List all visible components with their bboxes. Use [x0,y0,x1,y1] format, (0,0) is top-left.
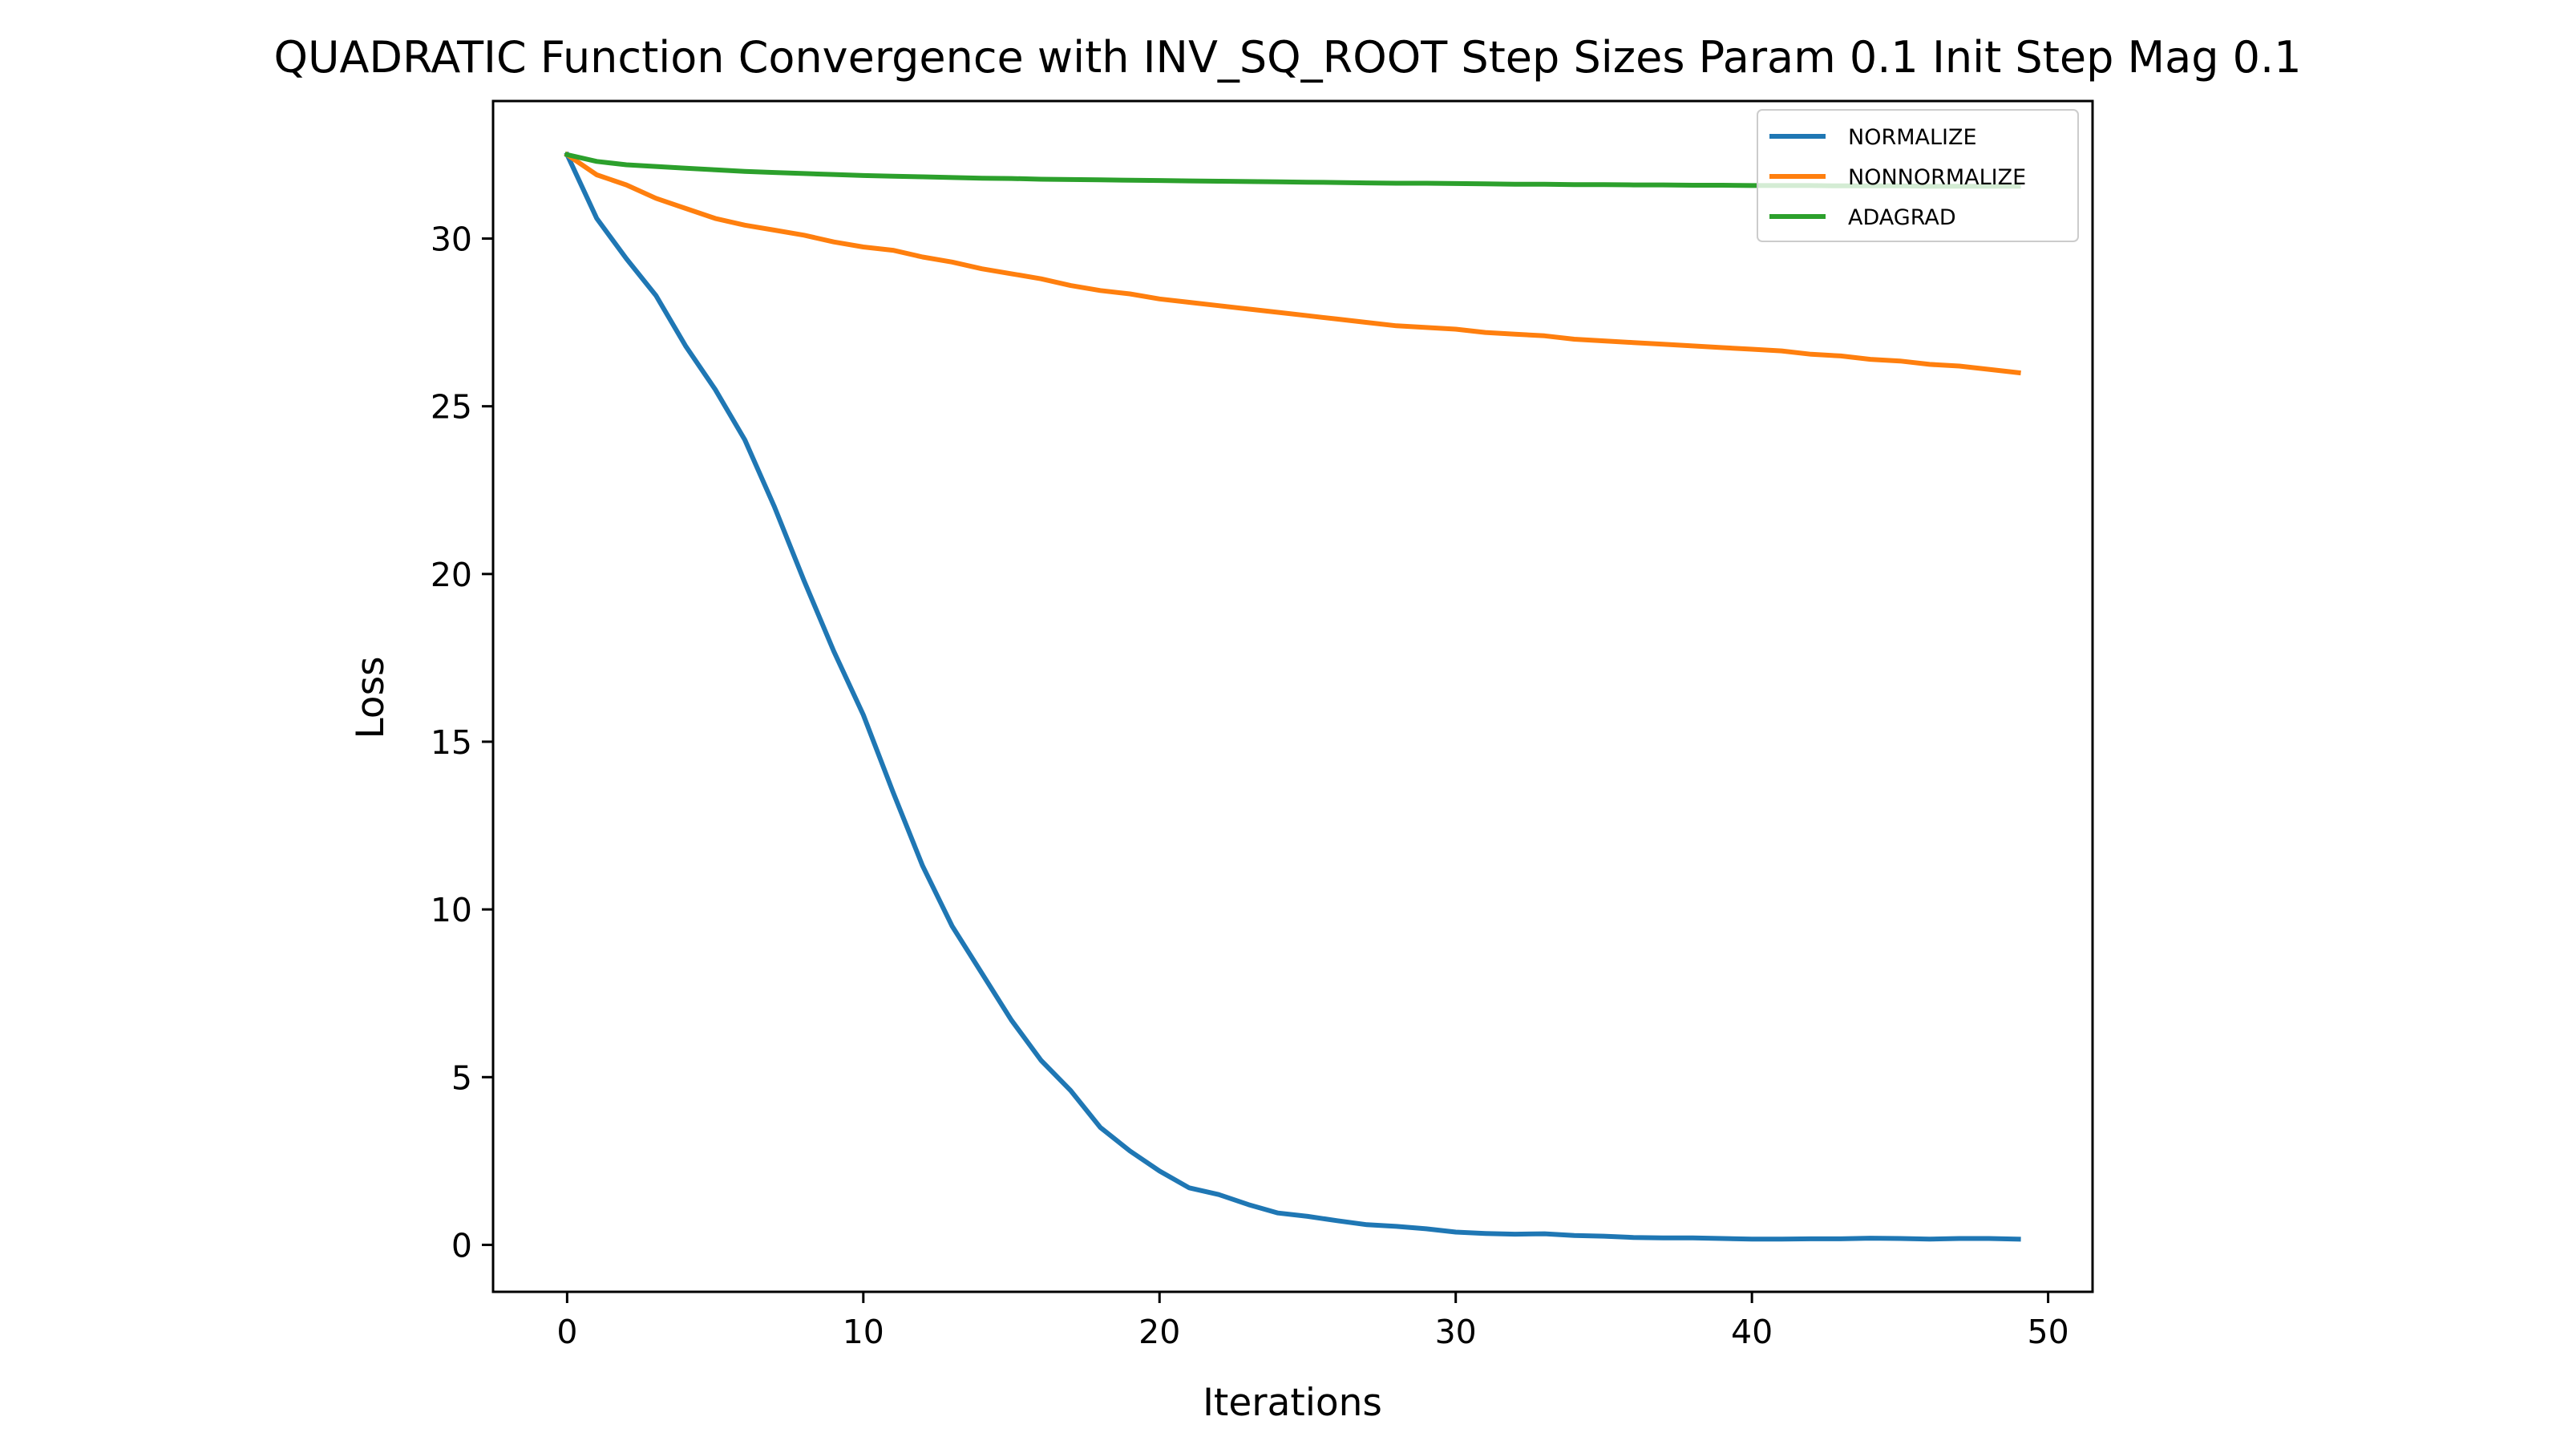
y-tick-label: 0 [451,1226,472,1265]
y-tick-label: 25 [431,388,472,427]
legend: NORMALIZE NONNORMALIZE ADAGRAD [1757,109,2079,242]
x-tick-label: 50 [2027,1313,2068,1351]
x-tick-label: 30 [1435,1313,1477,1351]
chart-title: QUADRATIC Function Convergence with INV_… [273,32,2301,83]
y-axis: 0 5 10 15 20 25 30 [431,221,493,1265]
x-tick-label: 10 [843,1313,884,1351]
x-tick-label: 0 [556,1313,577,1351]
y-tick-label: 15 [431,723,472,762]
x-axis-label: Iterations [1203,1381,1382,1425]
legend-label-adagrad: ADAGRAD [1848,205,1956,230]
y-tick-label: 20 [431,556,472,594]
y-tick-label: 30 [431,221,472,259]
legend-label-nonnormalize: NONNORMALIZE [1848,165,2026,190]
x-tick-label: 40 [1731,1313,1773,1351]
legend-box [1757,109,2079,242]
plot-area [491,99,2094,1293]
x-axis: 0 10 20 30 40 50 [556,1292,2069,1351]
series-line-normalize [564,151,2021,1242]
legend-label-normalize: NORMALIZE [1848,125,1977,150]
y-tick-label: 5 [451,1058,472,1097]
series-line-nonnormalize [564,151,2021,376]
x-tick-label: 20 [1138,1313,1180,1351]
y-axis-label: Loss [349,656,393,739]
y-tick-label: 10 [431,891,472,929]
